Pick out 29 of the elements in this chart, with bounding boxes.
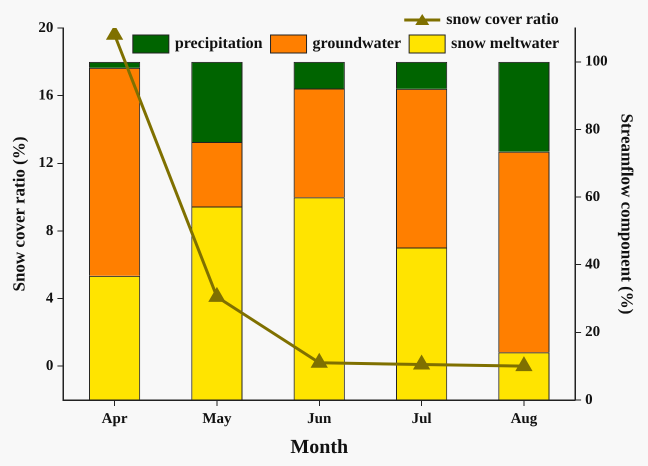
- point: [107, 28, 122, 40]
- legend-label: snow cover ratio: [446, 11, 559, 28]
- y-tick-label: 0: [46, 358, 54, 374]
- y-axis-title: Snow cover ratio (%): [10, 136, 29, 292]
- legend-label: snow meltwater: [451, 35, 560, 52]
- y-tick-label: 20: [38, 20, 54, 36]
- x-tick-label: Jun: [307, 410, 332, 427]
- point: [312, 354, 327, 368]
- legend-label: precipitation: [174, 35, 263, 52]
- y2-tick-label: 60: [585, 188, 600, 205]
- point: [209, 288, 224, 302]
- y-tick-label: 4: [46, 290, 54, 306]
- point: [414, 356, 430, 370]
- legend-label: groundwater: [312, 35, 402, 52]
- y-tick-label: 16: [38, 88, 54, 104]
- y-tick-label: 12: [38, 155, 54, 172]
- y2-axis-title: Streamflow component (%): [617, 114, 636, 314]
- y-tick-label: 8: [46, 222, 54, 239]
- y2-tick-label: 40: [585, 256, 600, 273]
- point: [516, 358, 532, 372]
- x-tick-label: Aug: [510, 410, 538, 427]
- x-tick-label: May: [202, 410, 232, 427]
- y2-tick-label: 0: [585, 392, 593, 408]
- x-tick-label: Apr: [102, 410, 128, 427]
- y2-tick-label: 20: [585, 324, 600, 340]
- y2-tick-label: 80: [585, 121, 600, 138]
- y2-tick-label: 100: [585, 54, 608, 70]
- x-axis-title: Month: [290, 436, 348, 458]
- x-tick-label: Jul: [412, 410, 432, 427]
